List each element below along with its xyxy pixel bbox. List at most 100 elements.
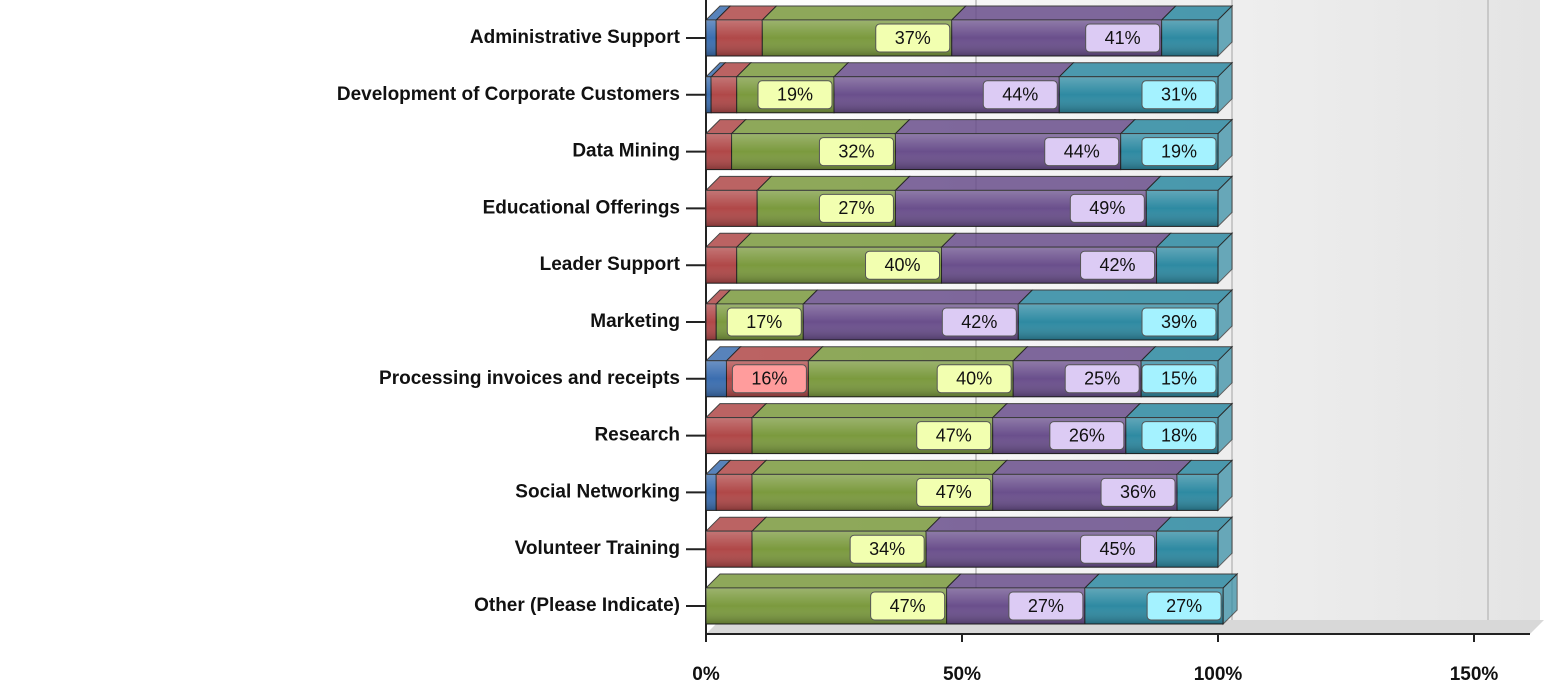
category-label: Processing invoices and receipts (379, 368, 680, 389)
category-label: Educational Offerings (483, 197, 680, 218)
bar-side (1217, 288, 1233, 342)
bar-side (1217, 402, 1233, 455)
bar-side (1217, 175, 1233, 228)
bar-shade (1161, 20, 1218, 56)
bar-side (1217, 61, 1233, 115)
value-label: 40% (956, 369, 992, 389)
value-label: 40% (885, 255, 921, 275)
bar-top (1124, 403, 1234, 419)
value-label: 37% (895, 28, 931, 48)
value-label: 19% (1161, 141, 1197, 161)
value-label: 42% (1100, 255, 1136, 275)
value-label-box (1044, 137, 1120, 167)
value-label: 32% (838, 141, 874, 161)
value-label-box (731, 364, 807, 394)
value-label-box (1146, 591, 1222, 621)
bar-top (924, 516, 1172, 532)
value-label-box (1080, 534, 1156, 564)
value-label: 36% (1120, 482, 1156, 502)
bar-top (730, 119, 911, 135)
value-label: 19% (777, 85, 813, 105)
bar-shade (706, 247, 737, 284)
value-label: 49% (1089, 198, 1125, 218)
value-label: 34% (869, 539, 905, 559)
category-label: Administrative Support (470, 27, 681, 48)
value-label: 41% (1105, 28, 1141, 48)
value-label: 45% (1100, 539, 1136, 559)
bar-top (761, 5, 967, 21)
bar-top (735, 62, 850, 78)
category-label: Development of Corporate Customers (337, 84, 680, 105)
bar-top (1017, 289, 1234, 305)
bar-shade (711, 76, 737, 113)
value-label: 27% (1028, 596, 1064, 616)
value-label-box (849, 534, 925, 564)
bar-top (725, 346, 824, 362)
bar-top (950, 5, 1177, 21)
bar-shade (706, 304, 717, 340)
category-label: Social Networking (515, 481, 680, 502)
bar-top (1083, 573, 1239, 589)
value-label: 47% (936, 482, 972, 502)
value-label-box (1141, 364, 1217, 394)
x-tick-label: 50% (943, 664, 981, 685)
bar-top (991, 403, 1142, 419)
x-tick-label: 100% (1194, 664, 1243, 685)
bar-top (802, 289, 1034, 305)
value-label-box (1141, 307, 1217, 337)
bar-side (1217, 459, 1233, 512)
x-tick-label: 0% (692, 664, 720, 685)
bar-top (807, 346, 1029, 362)
bar-side (1222, 572, 1238, 626)
bar-shade (706, 133, 732, 170)
bar-top (750, 403, 1008, 419)
value-label-box (1008, 591, 1084, 621)
bar-top (945, 573, 1101, 589)
bar-shade (706, 360, 727, 397)
value-label: 47% (936, 425, 972, 445)
bar-shade (706, 531, 753, 568)
bar-shade (706, 474, 717, 511)
value-label-box (941, 307, 1017, 337)
value-label: 25% (1084, 369, 1120, 389)
bar-top (832, 62, 1075, 78)
value-label: 27% (1166, 596, 1202, 616)
value-label-box (1080, 250, 1156, 280)
bar-top (735, 232, 957, 248)
value-label: 15% (1161, 369, 1197, 389)
bar-top (1145, 175, 1234, 191)
bar-shade (706, 76, 712, 113)
value-label-box (875, 23, 951, 53)
bar-top (704, 573, 962, 589)
value-label-box (1141, 137, 1217, 167)
value-label-box (757, 80, 833, 110)
bar-top (755, 175, 911, 191)
bar-top (940, 232, 1172, 248)
bar-top (1058, 62, 1234, 78)
value-label: 27% (838, 198, 874, 218)
x-tick-label: 150% (1450, 664, 1499, 685)
bar-shade (706, 20, 717, 56)
bar-top (894, 119, 1136, 135)
value-label: 44% (1002, 85, 1038, 105)
value-label: 17% (746, 312, 782, 332)
bar-shade (1156, 247, 1218, 284)
bar-side (1217, 231, 1233, 285)
value-label-box (818, 137, 894, 167)
value-label: 16% (751, 369, 787, 389)
bar-top (750, 459, 1008, 475)
bar-shade (706, 190, 758, 227)
bar-shade (1146, 190, 1218, 227)
bar-top (1139, 346, 1234, 362)
value-label: 44% (1064, 141, 1100, 161)
bar-shade (716, 474, 753, 511)
bar-side (1217, 118, 1233, 171)
value-label-box (865, 250, 941, 280)
value-label-box (1085, 23, 1161, 53)
bar-side (1217, 345, 1233, 399)
value-label-box (870, 591, 946, 621)
category-label: Other (Please Indicate) (474, 595, 680, 616)
category-label: Research (594, 425, 680, 446)
category-label: Data Mining (572, 141, 680, 162)
